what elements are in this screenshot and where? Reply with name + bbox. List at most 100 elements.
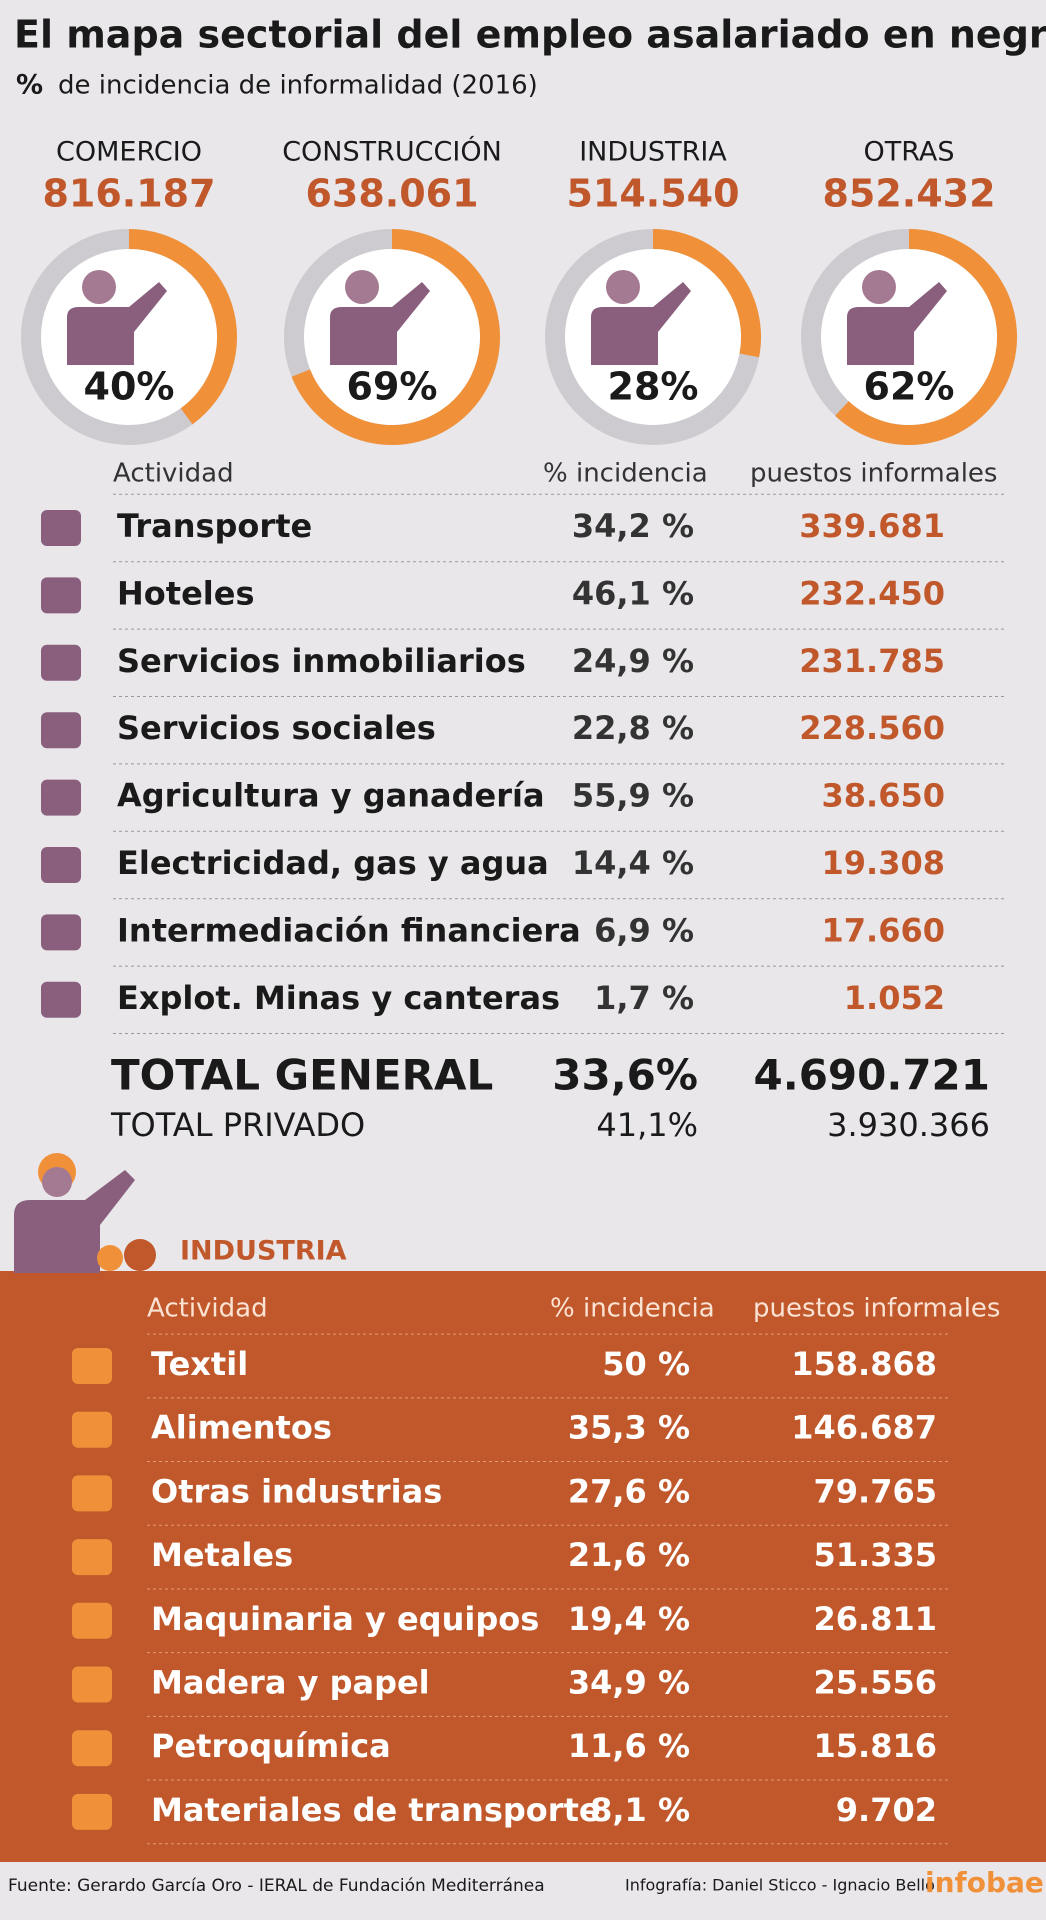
- informal-jobs: 158.868: [791, 1345, 937, 1383]
- informal-jobs: 228.560: [799, 709, 945, 747]
- percent-label: 28%: [608, 365, 699, 409]
- incidence: 22,8 %: [572, 709, 694, 747]
- header: puestos informales: [753, 1294, 1000, 1324]
- header: puestos informales: [750, 459, 997, 489]
- header: % incidencia: [543, 459, 708, 489]
- informal-jobs: 339.681: [799, 507, 945, 545]
- row-icon: [72, 1602, 112, 1639]
- row-icon: [72, 1666, 112, 1703]
- activity: Transporte: [117, 507, 312, 545]
- activity: Hoteles: [117, 574, 254, 612]
- title: El mapa sectorial del empleo asalariado …: [14, 13, 1046, 57]
- incidence: 55,9 %: [572, 777, 694, 815]
- informal-jobs: 232.450: [799, 574, 945, 612]
- row-icon: [72, 1475, 112, 1512]
- donut-arc: [291, 229, 500, 445]
- row-icon: [41, 644, 81, 681]
- incidence: 24,9 %: [572, 642, 694, 680]
- informal-jobs: 38.650: [822, 777, 945, 815]
- informal-jobs: 15.816: [814, 1727, 937, 1765]
- row-icon: [72, 1348, 112, 1384]
- row-icon: [72, 1539, 112, 1576]
- activity: Maquinaria y equipos: [151, 1600, 539, 1638]
- incidence: 34,2 %: [572, 507, 694, 545]
- row-icon: [41, 981, 81, 1018]
- row-icon: [41, 510, 81, 546]
- informal-jobs: 17.660: [822, 911, 945, 949]
- incidence: 11,6 %: [568, 1727, 690, 1765]
- credits: Infografía: Daniel Sticco - Ignacio Bell…: [625, 1876, 935, 1895]
- sector-value: 816.187: [42, 172, 215, 216]
- industry-panel: [0, 1271, 1046, 1862]
- row-icon: [41, 712, 81, 749]
- informal-jobs: 51.335: [814, 1536, 937, 1574]
- industry-title: INDUSTRIA: [180, 1236, 347, 1267]
- brand: infobae: [925, 1866, 1044, 1899]
- subtitle-symbol: %: [16, 70, 43, 101]
- sector-name: COMERCIO: [56, 137, 202, 168]
- total-incidence: 41,1%: [596, 1106, 698, 1144]
- percent-label: 69%: [347, 365, 438, 409]
- incidence: 1,7 %: [594, 979, 694, 1017]
- activity: Electricidad, gas y agua: [117, 844, 549, 882]
- activity: Petroquímica: [151, 1727, 391, 1765]
- donut-arc: [128, 229, 237, 425]
- row-icon: [41, 577, 81, 614]
- header: Actividad: [113, 459, 234, 489]
- industry-figure: [14, 1153, 156, 1273]
- activity: Alimentos: [151, 1409, 332, 1447]
- activity: Servicios inmobiliarios: [117, 642, 526, 680]
- activity: Agricultura y ganadería: [117, 777, 545, 815]
- activity: Intermediación financiera: [117, 911, 581, 949]
- total-label: TOTAL GENERAL: [111, 1051, 493, 1100]
- incidence: 34,9 %: [568, 1664, 690, 1702]
- informal-jobs: 26.811: [814, 1600, 937, 1638]
- row-icon: [41, 779, 81, 816]
- informal-jobs: 79.765: [814, 1472, 937, 1510]
- percent-label: 40%: [84, 365, 175, 409]
- sector-name: CONSTRUCCIÓN: [282, 136, 502, 168]
- row-icon: [72, 1793, 112, 1830]
- header: Actividad: [147, 1294, 268, 1324]
- icon-body: [67, 282, 167, 365]
- activity: Servicios sociales: [117, 709, 436, 747]
- source: Fuente: Gerardo García Oro - IERAL de Fu…: [8, 1876, 545, 1896]
- activity: Explot. Minas y canteras: [117, 979, 560, 1017]
- subtitle: de incidencia de informalidad (2016): [58, 71, 538, 101]
- incidence: 21,6 %: [568, 1536, 690, 1574]
- incidence: 19,4 %: [568, 1600, 690, 1638]
- incidence: 14,4 %: [572, 844, 694, 882]
- sector-value: 852.432: [822, 172, 995, 216]
- activity: Otras industrias: [151, 1472, 442, 1510]
- informal-jobs: 25.556: [814, 1664, 937, 1702]
- icon-body: [591, 282, 691, 365]
- incidence: 46,1 %: [572, 574, 694, 612]
- informal-jobs: 231.785: [799, 642, 945, 680]
- donut-arc: [652, 229, 761, 358]
- informal-jobs: 1.052: [844, 979, 945, 1017]
- header: % incidencia: [550, 1294, 715, 1324]
- informal-jobs: 146.687: [791, 1409, 937, 1447]
- row-icon: [72, 1411, 112, 1448]
- icon-head: [82, 270, 116, 304]
- activity: Madera y papel: [151, 1664, 430, 1702]
- row-icon: [72, 1730, 112, 1767]
- informal-jobs: 9.702: [836, 1791, 937, 1829]
- percent-label: 62%: [864, 365, 955, 409]
- sector-name: OTRAS: [863, 137, 954, 168]
- total-jobs: 4.690.721: [754, 1051, 990, 1100]
- icon-head: [345, 270, 379, 304]
- row-icon: [41, 847, 81, 883]
- activity: Metales: [151, 1536, 293, 1574]
- incidence: 35,3 %: [568, 1409, 690, 1447]
- sector-value: 514.540: [566, 172, 739, 216]
- donut-arc: [835, 229, 1017, 445]
- activity: Textil: [151, 1345, 248, 1383]
- total-jobs: 3.930.366: [827, 1106, 990, 1144]
- incidence: 50 %: [602, 1345, 690, 1383]
- row-icon: [41, 914, 81, 951]
- icon-body: [330, 282, 430, 365]
- icon-head: [862, 270, 896, 304]
- total-incidence: 33,6%: [552, 1051, 698, 1100]
